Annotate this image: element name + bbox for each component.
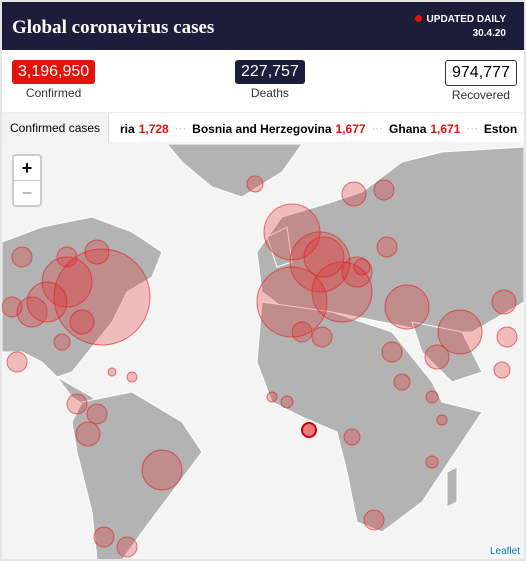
bubble[interactable] xyxy=(343,428,361,446)
bubble[interactable] xyxy=(341,181,367,207)
ticker-value: 1,728 xyxy=(138,122,169,136)
separator: ⋅⋅⋅ xyxy=(371,122,384,136)
bubble[interactable] xyxy=(424,344,450,370)
stat-label: Deaths xyxy=(250,86,289,100)
bubble[interactable] xyxy=(93,526,115,548)
bubble[interactable] xyxy=(116,536,138,558)
ticker-name: ria xyxy=(120,122,135,136)
bubble[interactable] xyxy=(491,289,517,315)
bubble[interactable] xyxy=(66,393,88,415)
bubble[interactable] xyxy=(53,248,151,346)
bubble[interactable] xyxy=(69,309,95,335)
bubble[interactable] xyxy=(341,256,373,288)
highlighted-bubble[interactable] xyxy=(301,422,317,438)
ticker-items: ria 1,728 ⋅⋅⋅ Bosnia and Herzegovina 1,677 ⋅⋅… xyxy=(120,122,521,136)
ticker-name: Eston xyxy=(483,122,518,136)
separator: ⋅⋅⋅ xyxy=(466,122,478,136)
zoom-control: + − xyxy=(12,154,42,207)
bubble[interactable] xyxy=(437,309,483,355)
title: Global coronavirus cases xyxy=(12,17,215,38)
bubble[interactable] xyxy=(373,179,395,201)
bubble[interactable] xyxy=(381,341,403,363)
bubble[interactable] xyxy=(16,296,48,328)
bubble[interactable] xyxy=(2,296,23,318)
bubbles xyxy=(2,175,518,558)
bubble[interactable] xyxy=(141,449,183,491)
zoom-out[interactable]: − xyxy=(21,183,33,203)
bubble[interactable] xyxy=(303,236,345,278)
ticker-name: Bosnia and Herzegovina xyxy=(192,122,332,136)
bubble[interactable] xyxy=(26,281,68,323)
separator: ⋅⋅⋅ xyxy=(174,122,187,136)
stat: 974,777 Recovered xyxy=(445,60,517,102)
bubble[interactable] xyxy=(86,403,108,425)
stat-value: 3,196,950 xyxy=(12,60,96,84)
bubble[interactable] xyxy=(256,266,328,338)
bubble[interactable] xyxy=(493,361,511,379)
bubble[interactable] xyxy=(53,333,71,351)
badge: UPDATED DAILY xyxy=(415,14,506,25)
bubble[interactable] xyxy=(84,239,110,265)
bubble[interactable] xyxy=(56,246,78,268)
bubble[interactable] xyxy=(425,455,439,469)
bubble[interactable] xyxy=(280,395,294,409)
zoom-in[interactable]: + xyxy=(14,156,40,181)
stat-value: 227,757 xyxy=(235,60,305,84)
date: 30.4.20 xyxy=(472,28,506,39)
ticker: Confirmed cases ria 1,728 ⋅⋅⋅ Bosnia and He… xyxy=(2,112,524,144)
header: Global coronavirus cases UPDATED DAILY 3… xyxy=(2,2,524,50)
bubble[interactable] xyxy=(246,175,264,193)
bubble[interactable] xyxy=(126,371,138,383)
bubble[interactable] xyxy=(41,256,93,308)
bubble[interactable] xyxy=(393,373,411,391)
stat-label: Confirmed xyxy=(25,86,82,100)
tab[interactable]: Confirmed cases xyxy=(2,113,110,143)
ticker-value: 1,671 xyxy=(430,122,461,136)
bubble[interactable] xyxy=(363,509,385,531)
stat-label: Recovered xyxy=(451,88,510,102)
bubble[interactable] xyxy=(496,326,518,348)
bubble[interactable] xyxy=(436,414,448,426)
attribution[interactable]: Leaflet xyxy=(489,546,520,557)
bubble[interactable] xyxy=(11,246,33,268)
bubble[interactable] xyxy=(353,258,371,276)
bubble[interactable] xyxy=(291,321,313,343)
bubble[interactable] xyxy=(425,390,439,404)
bubble[interactable] xyxy=(75,421,101,447)
stat-value: 974,777 xyxy=(445,60,517,86)
bubble[interactable] xyxy=(384,284,430,330)
stat: 3,196,950 Confirmed xyxy=(12,60,96,100)
stat: 227,757 Deaths xyxy=(235,60,305,100)
bubble[interactable] xyxy=(376,236,398,258)
land xyxy=(2,143,524,559)
bubble[interactable] xyxy=(289,231,351,293)
bubble[interactable] xyxy=(311,326,333,348)
ticker-value: 1,677 xyxy=(335,122,366,136)
bubble[interactable] xyxy=(266,391,278,403)
map[interactable] xyxy=(2,142,524,559)
stats: 3,196,950 Confirmed 227,757 Deaths 974,7… xyxy=(2,50,524,112)
bubble[interactable] xyxy=(107,367,117,377)
ticker-name: Ghana xyxy=(389,122,427,136)
bubble[interactable] xyxy=(6,351,28,373)
